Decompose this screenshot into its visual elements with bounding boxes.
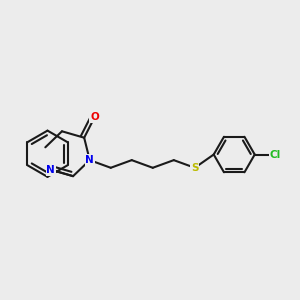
Text: Cl: Cl: [270, 149, 281, 160]
Text: N: N: [85, 155, 94, 165]
Text: O: O: [90, 112, 99, 122]
Text: S: S: [191, 163, 199, 173]
Text: N: N: [46, 165, 55, 175]
